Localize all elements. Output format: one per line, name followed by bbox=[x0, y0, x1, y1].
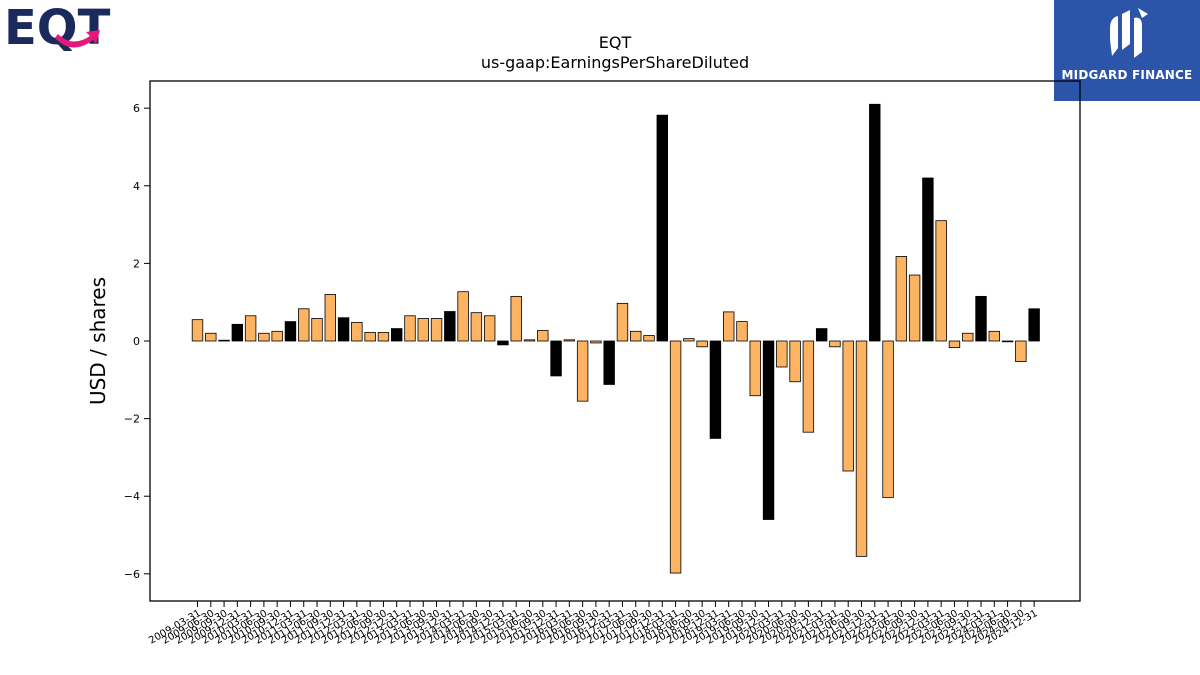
bar-2012-06-30 bbox=[364, 332, 376, 342]
bar-2017-12-31 bbox=[656, 114, 669, 342]
bar-2018-03-31 bbox=[669, 340, 682, 574]
bar-2016-06-30 bbox=[576, 340, 589, 402]
x-axis: 2009-03-312009-06-302009-09-302009-12-31… bbox=[147, 601, 1040, 647]
eqt-logo: EQT bbox=[0, 0, 150, 60]
bars-group bbox=[191, 103, 1040, 574]
bar-2011-06-30 bbox=[311, 318, 323, 342]
y-tick-label: 6 bbox=[133, 102, 140, 115]
bar-2015-06-30 bbox=[523, 339, 536, 342]
bar-2010-12-31 bbox=[284, 321, 297, 342]
y-tick-label: 0 bbox=[133, 335, 140, 348]
bar-2023-06-30 bbox=[948, 340, 961, 348]
bar-2024-12-31 bbox=[1028, 308, 1040, 342]
bar-2011-09-30 bbox=[324, 294, 337, 342]
bar-2022-03-31 bbox=[882, 340, 894, 498]
bar-2015-09-30 bbox=[537, 330, 549, 342]
midgard-finance-text: MIDGARD FINANCE bbox=[1061, 68, 1193, 82]
bar-2020-06-30 bbox=[789, 340, 801, 383]
bar-2014-12-31 bbox=[497, 340, 509, 346]
bar-2023-09-30 bbox=[962, 332, 974, 342]
y-axis-label: USD / shares bbox=[86, 277, 110, 405]
y-tick-label: 4 bbox=[133, 180, 140, 193]
bar-2017-03-31 bbox=[616, 302, 629, 342]
bar-2009-09-30 bbox=[218, 339, 230, 342]
bar-2022-06-30 bbox=[895, 255, 908, 342]
bar-2022-09-30 bbox=[908, 274, 921, 342]
bar-2016-03-31 bbox=[563, 339, 576, 342]
y-tick-label: −2 bbox=[124, 413, 140, 426]
bar-2015-03-31 bbox=[510, 295, 522, 342]
bar-2013-03-31 bbox=[404, 315, 416, 342]
y-tick-label: 2 bbox=[133, 257, 140, 270]
bar-2018-06-30 bbox=[683, 338, 695, 342]
bar-2016-09-30 bbox=[590, 340, 602, 344]
bar-2009-06-30 bbox=[205, 332, 217, 342]
chart-subtitle: us-gaap:EarningsPerShareDiluted bbox=[481, 53, 749, 72]
bar-2012-03-31 bbox=[351, 321, 363, 342]
bar-2011-03-31 bbox=[298, 308, 310, 342]
bar-2024-09-30 bbox=[1015, 340, 1027, 362]
bar-2021-12-31 bbox=[869, 103, 881, 342]
bar-2017-09-30 bbox=[643, 335, 655, 342]
bar-2011-12-31 bbox=[337, 317, 350, 342]
bar-2014-06-30 bbox=[470, 312, 483, 342]
plot-area-frame bbox=[149, 80, 1081, 602]
bar-2012-09-30 bbox=[377, 332, 390, 342]
midgard-finance-logo: MIDGARD FINANCE bbox=[1054, 0, 1200, 101]
bar-2013-06-30 bbox=[417, 318, 429, 342]
y-tick-label: −6 bbox=[124, 568, 140, 581]
bar-2020-03-31 bbox=[776, 340, 788, 368]
bar-2021-06-30 bbox=[842, 340, 854, 472]
bar-2022-12-31 bbox=[922, 177, 934, 342]
bar-2009-12-31 bbox=[231, 323, 244, 342]
bar-2024-03-31 bbox=[988, 330, 1001, 342]
y-axis: −6 −4 −2 0 2 4 6 bbox=[124, 102, 150, 581]
bar-2014-03-31 bbox=[457, 291, 469, 342]
bar-2023-12-31 bbox=[975, 295, 987, 342]
bar-2018-12-31 bbox=[709, 340, 722, 439]
chart-title: EQT bbox=[599, 33, 632, 52]
bar-2010-06-30 bbox=[258, 332, 270, 342]
bar-2010-03-31 bbox=[244, 315, 257, 342]
bar-2019-09-30 bbox=[749, 340, 761, 397]
bar-2020-09-30 bbox=[802, 340, 815, 433]
bar-2019-03-31 bbox=[723, 311, 735, 342]
bar-2012-12-31 bbox=[390, 328, 403, 342]
bar-2020-12-31 bbox=[815, 328, 828, 342]
bar-2019-12-31 bbox=[762, 340, 775, 520]
bar-2016-12-31 bbox=[603, 340, 615, 385]
bar-2023-03-31 bbox=[935, 220, 947, 342]
bar-2015-12-31 bbox=[550, 340, 562, 377]
bar-2021-09-30 bbox=[855, 340, 868, 557]
bar-2024-06-30 bbox=[1001, 340, 1014, 343]
bar-2018-09-30 bbox=[696, 340, 708, 348]
bar-2013-12-31 bbox=[444, 311, 456, 342]
bar-2013-09-30 bbox=[430, 318, 443, 342]
eqt-logo-text: EQT bbox=[4, 0, 111, 56]
bar-2010-09-30 bbox=[271, 330, 283, 342]
bar-2017-06-30 bbox=[630, 330, 642, 342]
bar-2014-09-30 bbox=[483, 315, 496, 342]
bar-2021-03-31 bbox=[829, 340, 841, 348]
bar-2019-06-30 bbox=[736, 321, 748, 342]
y-tick-label: −4 bbox=[124, 490, 140, 503]
bar-2009-03-31 bbox=[191, 319, 204, 342]
